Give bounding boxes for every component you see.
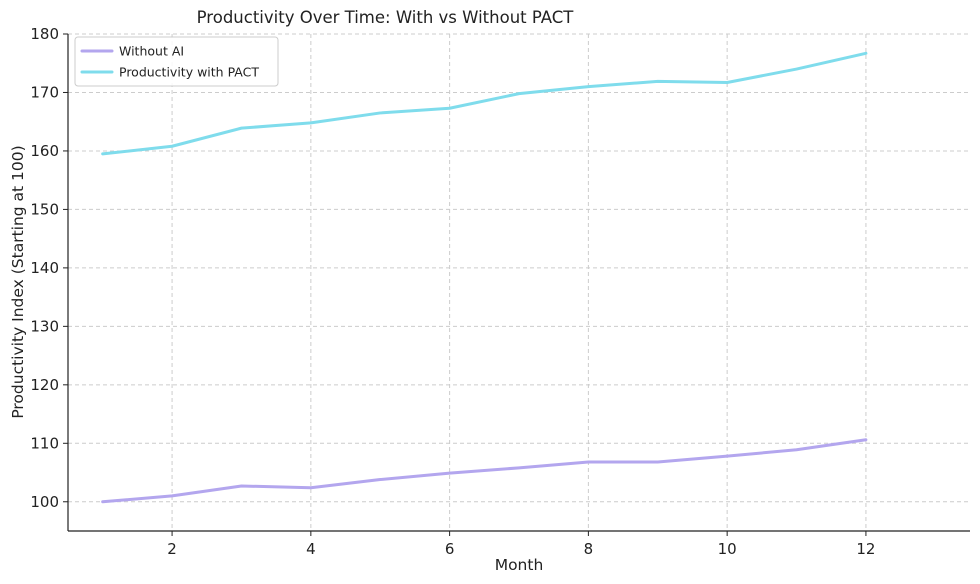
grid (68, 33, 970, 531)
y-tick-label: 140 (30, 259, 59, 277)
x-tick-label: 4 (306, 540, 316, 558)
series-lines (101, 51, 868, 504)
chart-title: Productivity Over Time: With vs Without … (197, 8, 575, 27)
y-tick-label: 160 (30, 142, 59, 160)
x-tick-label: 10 (718, 540, 737, 558)
y-tick-label: 170 (30, 83, 59, 101)
x-tick-label: 12 (856, 540, 875, 558)
y-tick-label: 120 (30, 376, 59, 394)
y-tick-label: 110 (30, 434, 59, 452)
series-line-productivity-with-pact (101, 51, 868, 156)
legend-frame (74, 36, 279, 87)
x-tick-label: 6 (445, 540, 455, 558)
legend-label-productivity-with-pact: Productivity with PACT (119, 65, 259, 80)
y-tick-label: 130 (30, 317, 59, 335)
y-axis-title: Productivity Index (Starting at 100) (9, 145, 27, 418)
x-axis-title: Month (495, 556, 544, 574)
tick-labels: 2 4 6 8 10 12 100 110 120 130 140 150 160 170 180 (30, 25, 875, 558)
y-tick-label: 150 (30, 200, 59, 218)
y-tick-label: 180 (30, 25, 59, 43)
axes (63, 33, 970, 536)
series-line-without-ai (101, 438, 868, 504)
x-tick-label: 8 (584, 540, 594, 558)
y-tick-label: 100 (30, 493, 59, 511)
legend-label-without-ai: Without AI (119, 44, 184, 59)
legend: Without AI Productivity with PACT (74, 36, 279, 87)
x-tick-label: 2 (167, 540, 177, 558)
